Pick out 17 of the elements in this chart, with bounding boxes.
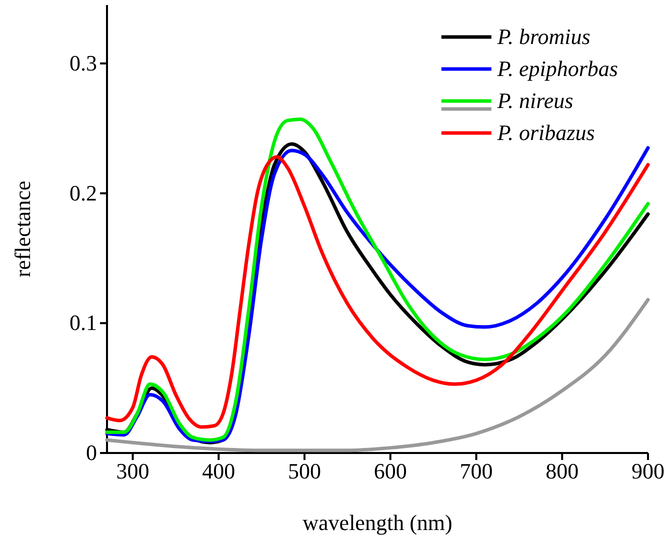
y-tick-label: 0.1 [70,310,97,336]
y-axis-title: reflectance [10,180,35,278]
legend-label: P. nireus [496,88,574,113]
x-axis-title: wavelength (nm) [302,510,452,535]
legend-label: P. epiphorbas [496,56,618,81]
legend-label: P. bromius [496,24,590,49]
y-tick-label: 0.3 [70,50,97,76]
x-tick-label: 900 [632,458,664,484]
x-tick-label: 300 [116,458,150,484]
x-tick-label: 800 [546,458,579,484]
x-tick-label: 400 [202,458,236,484]
legend-label: P. oribazus [496,120,595,145]
x-tick-label: 600 [374,458,407,484]
y-tick-label: 0.2 [70,180,97,206]
y-tick-label: 0 [86,440,97,466]
x-tick-label: 500 [288,458,322,484]
x-tick-label: 700 [460,458,493,484]
